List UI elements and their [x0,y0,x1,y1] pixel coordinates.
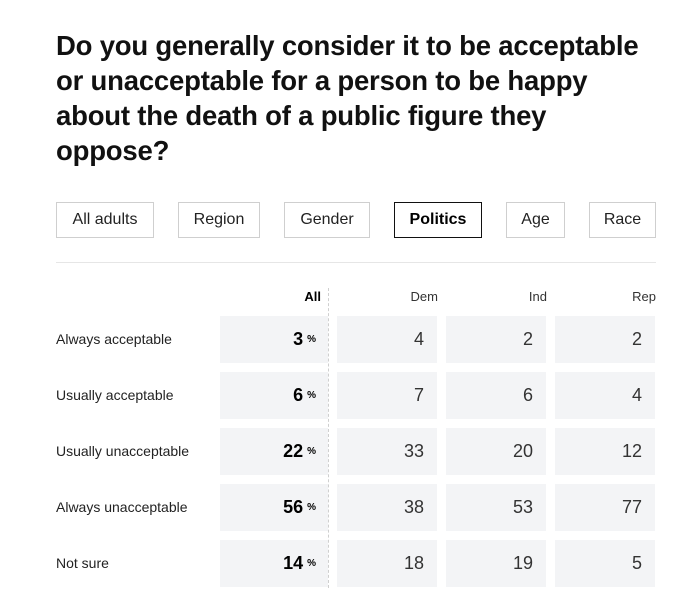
all-column-divider [328,288,329,588]
percent-sign: % [307,558,316,569]
percent-sign: % [307,334,316,345]
cell-value: 14 [283,553,304,573]
column-header-rep: Rep [632,289,656,304]
cell-ind: 6 [446,372,546,419]
cell-rep: 12 [555,428,655,475]
row-label: Always unacceptable [56,499,188,515]
row-label: Usually acceptable [56,387,174,403]
cell-ind: 20 [446,428,546,475]
page-title: Do you generally consider it to be accep… [56,30,639,166]
tab-politics[interactable]: Politics [394,202,482,238]
percent-sign: % [307,446,316,457]
divider [56,262,656,263]
cell-all: 22% [220,428,328,475]
cell-all: 14% [220,540,328,587]
column-header-all: All [304,289,321,304]
cell-value: 3 [293,329,304,349]
cell-value: 22 [283,441,304,461]
cell-value: 6 [293,385,304,405]
filter-tabs: All adults Region Gender Politics Age Ra… [56,202,656,238]
tab-all-adults[interactable]: All adults [56,202,154,238]
row-label: Not sure [56,555,109,571]
row-label: Always acceptable [56,331,172,347]
tab-gender[interactable]: Gender [284,202,370,238]
cell-rep: 4 [555,372,655,419]
cell-dem: 18 [337,540,437,587]
cell-ind: 19 [446,540,546,587]
cell-ind: 53 [446,484,546,531]
percent-sign: % [307,502,316,513]
cell-rep: 2 [555,316,655,363]
cell-all: 6% [220,372,328,419]
cell-dem: 33 [337,428,437,475]
cell-ind: 2 [446,316,546,363]
cell-rep: 5 [555,540,655,587]
cell-all: 56% [220,484,328,531]
column-header-dem: Dem [410,289,438,304]
tab-age[interactable]: Age [506,202,565,238]
tab-race[interactable]: Race [589,202,656,238]
percent-sign: % [307,390,316,401]
cell-dem: 4 [337,316,437,363]
cell-dem: 7 [337,372,437,419]
tab-region[interactable]: Region [178,202,260,238]
row-label: Usually unacceptable [56,443,190,459]
cell-all: 3% [220,316,328,363]
column-header-ind: Ind [528,289,547,304]
cell-rep: 77 [555,484,655,531]
cell-value: 56 [283,497,304,517]
cell-dem: 38 [337,484,437,531]
